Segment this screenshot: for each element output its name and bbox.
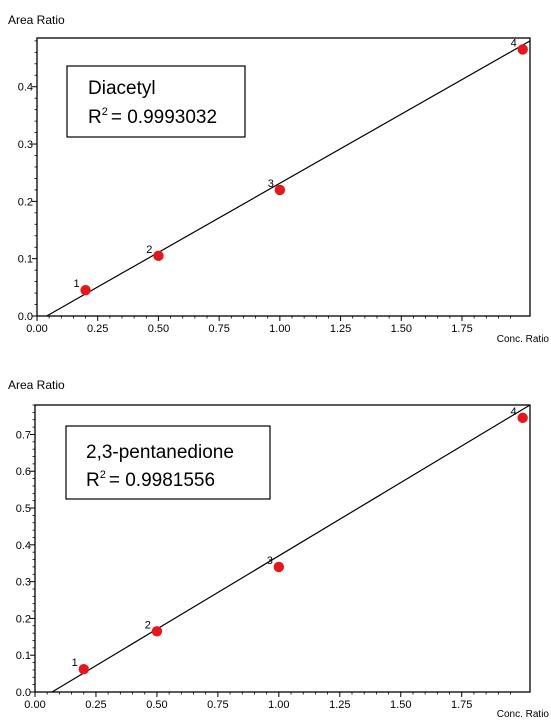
y-tick-label: 0.6: [16, 466, 31, 478]
x-tick-label: 1.75: [451, 323, 472, 335]
point-label: 3: [268, 178, 274, 190]
x-tick-label: 1.50: [390, 699, 411, 711]
diacetyl-calibration-chart: Area Ratio 0.00 0.25 0.50 0.75 1.00 1.25 1.50 1…: [8, 13, 549, 345]
x-axis-label: Conc. Ratio: [497, 709, 550, 720]
x-tick-label: 0.75: [207, 699, 228, 711]
legend-box: Diacetyl R2 = 0.9993032: [66, 65, 246, 138]
y-tick-label: 0.1: [18, 254, 33, 266]
point-label: 2: [145, 619, 151, 631]
legend-box: 2,3-pentanedione R2 = 0.9981556: [65, 425, 271, 500]
y-tick-label: 0.2: [16, 613, 31, 625]
x-tick-label: 0.25: [87, 323, 108, 335]
plot-frame: [34, 404, 531, 693]
y-tick-label: 0.2: [18, 196, 33, 208]
x-tick-label: 1.25: [330, 323, 351, 335]
point-label: 4: [511, 406, 517, 418]
x-tick-label: 0.50: [148, 323, 169, 335]
x-tick-label: 1.00: [269, 323, 290, 335]
y-tick-label: 0.0: [16, 687, 31, 699]
data-point: [517, 412, 528, 424]
x-tick-label: 0.50: [146, 699, 167, 711]
point-label: 2: [146, 244, 152, 256]
x-axis-label: Conc. Ratio: [497, 334, 550, 345]
y-tick-label: 0.5: [16, 503, 31, 515]
x-tick-label: 1.75: [451, 699, 472, 711]
y-tick-label: 0.0: [18, 311, 33, 323]
r-squared-symbol: R: [88, 107, 102, 128]
x-tick-label: 0.75: [208, 323, 229, 335]
compound-name: 2,3-pentanedione: [86, 442, 234, 463]
data-point: [78, 663, 89, 675]
y-axis-label: Area Ratio: [8, 378, 65, 392]
regression-line: [51, 404, 531, 693]
y-tick-label: 0.7: [16, 429, 31, 441]
data-point: [153, 250, 164, 262]
y-tick-label: 0.4: [18, 82, 33, 94]
y-tick-label: 0.1: [16, 650, 31, 662]
point-label: 1: [73, 278, 79, 290]
y-tick-label: 0.3: [18, 139, 33, 151]
r-squared: R2 = 0.9981556: [86, 469, 215, 491]
r-squared-value: = 0.9993032: [111, 107, 217, 128]
y-tick-label: 0.4: [16, 540, 31, 552]
r-squared-superscript: 2: [100, 469, 106, 481]
point-label: 4: [511, 37, 517, 49]
data-point: [274, 184, 286, 196]
data-point: [80, 285, 91, 296]
data-point: [273, 561, 285, 573]
point-label: 3: [267, 555, 273, 567]
r-squared-superscript: 2: [102, 106, 108, 118]
plot-frame: [36, 37, 531, 317]
r-squared-value: = 0.9981556: [109, 470, 215, 491]
compound-name: Diacetyl: [88, 78, 156, 99]
data-point: [151, 626, 163, 637]
x-tick-label: 0.00: [26, 323, 47, 335]
r-squared-symbol: R: [86, 470, 100, 491]
pentanedione-calibration-chart: Area Ratio 0.00 0.25 0.50 0.75 1.00 1.25 1.50 1…: [8, 378, 549, 720]
x-tick-label: 1.25: [329, 699, 350, 711]
point-label: 1: [72, 657, 78, 669]
data-point: [517, 44, 528, 55]
regression-line: [46, 40, 531, 317]
y-axis-label: Area Ratio: [8, 13, 65, 27]
x-tick-label: 1.00: [268, 699, 289, 711]
x-tick-label: 0.25: [85, 699, 106, 711]
x-tick-label: 1.50: [391, 323, 412, 335]
x-tick-label: 0.00: [24, 699, 45, 711]
y-tick-label: 0.3: [16, 577, 31, 589]
r-squared: R2 = 0.9993032: [88, 106, 217, 128]
